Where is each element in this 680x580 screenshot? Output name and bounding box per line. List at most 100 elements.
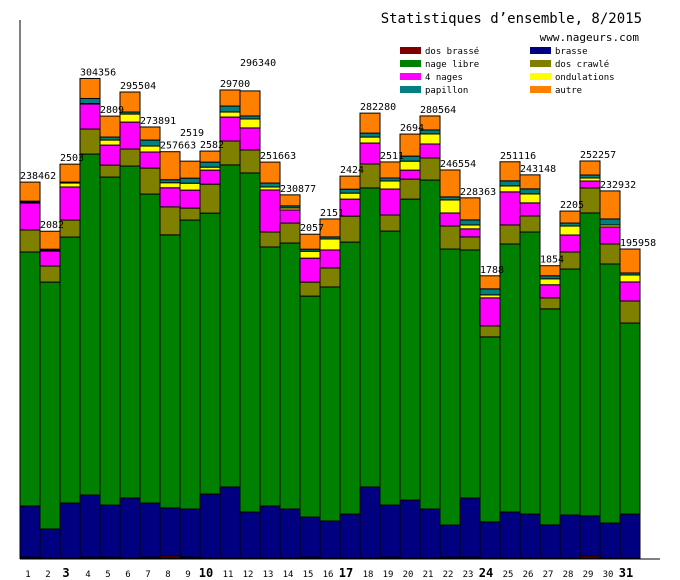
bar-segment-dos-crawlé-day-6 [119,148,141,167]
bar-segment-brasse-day-30 [599,522,621,559]
bar-segment-autre-day-8 [159,151,181,181]
bar-segment-4-nages-day-20 [399,169,421,180]
bar-segment-autre-day-18 [359,112,381,134]
bar-segment-brasse-day-10 [199,493,221,559]
x-tick-2: 2 [45,570,50,580]
bar-segment-4-nages-day-9 [179,189,201,209]
bar-segment-ondulations-day-17 [339,192,361,200]
x-tick-19: 19 [383,570,394,580]
bar-segment-brasse-day-24 [479,521,501,559]
total-label-day-2: 2082 [40,220,64,231]
bar-segment-4-nages-day-30 [599,226,621,245]
bar-segment-brasse-day-15 [299,516,321,558]
legend-swatch-4-nages [400,73,421,80]
bar-segment-ondulations-day-18 [359,136,381,144]
bar-segment-ondulations-day-9 [179,182,201,191]
bar-segment-brasse-day-3 [59,502,81,559]
bar-segment-4-nages-day-23 [459,228,481,238]
bar-segment-nage-libre-day-25 [499,243,521,513]
bar-segment-autre-day-10 [199,150,221,163]
bar-segment-nage-libre-day-4 [79,153,101,496]
bar-segment-dos-crawlé-day-17 [339,215,361,243]
bar-segment-4-nages-day-1 [19,202,41,231]
x-tick-29: 29 [583,570,594,580]
bar-segment-autre-day-13 [259,161,281,184]
bar-segment-ondulations-day-28 [559,225,581,236]
x-tick-22: 22 [443,570,454,580]
bar-segment-4-nages-day-29 [579,180,601,189]
bar-segment-ondulations-day-23 [459,224,481,230]
bar-segment-brasse-day-8 [159,507,181,557]
bar-segment-ondulations-day-19 [379,180,401,190]
x-tick-24: 24 [479,566,493,580]
bar-segment-brasse-day-5 [99,504,121,558]
x-tick-23: 23 [463,570,474,580]
x-tick-1: 1 [25,570,30,580]
bar-segment-brasse-day-22 [439,524,461,558]
bar-segment-4-nages-day-18 [359,142,381,165]
bar-segment-papillon-day-24 [479,288,501,296]
x-tick-8: 8 [165,570,170,580]
bar-segment-brasse-day-26 [519,513,541,559]
bar-segment-4-nages-day-2 [39,250,61,267]
x-tick-5: 5 [105,570,110,580]
legend-swatch-papillon [400,86,421,93]
bar-segment-4-nages-day-31 [619,281,641,302]
x-tick-6: 6 [125,570,130,580]
bar-segment-4-nages-day-15 [299,257,321,283]
x-tick-10: 10 [199,566,213,580]
bar-segment-autre-day-7 [139,126,161,141]
bar-segment-nage-libre-day-13 [259,246,281,507]
bar-segment-brasse-day-28 [559,514,581,559]
bar-segment-brasse-day-12 [239,511,261,559]
bar-segment-4-nages-day-19 [379,188,401,216]
bar-segment-autre-day-19 [379,161,401,179]
bar-segment-nage-libre-day-26 [519,231,541,515]
total-label-day-4: 304356 [80,67,116,78]
total-label-day-21: 280564 [420,105,456,116]
bar-segment-4-nages-day-16 [319,249,341,269]
bar-segment-ondulations-day-20 [399,160,421,171]
bar-segment-brasse-day-4 [79,494,101,558]
bar-segment-autre-day-28 [559,210,581,224]
legend-label-papillon: papillon [425,86,468,96]
bar-segment-papillon-day-30 [599,218,621,226]
bar-segment-4-nages-day-24 [479,297,501,327]
bar-segment-dos-crawlé-day-31 [619,300,641,324]
bar-segment-autre-day-11 [219,89,241,107]
total-label-day-9: 2519 [180,128,204,139]
bar-segment-dos-crawlé-day-24 [479,325,501,338]
bar-segment-dos-crawlé-day-13 [259,231,281,248]
bar-segment-nage-libre-day-28 [559,268,581,516]
bar-segment-nage-libre-day-22 [439,248,461,526]
total-label-day-25: 251116 [500,151,536,162]
x-tick-4: 4 [85,570,90,580]
legend-swatch-autre [530,86,551,93]
bar-segment-papillon-day-23 [459,219,481,226]
legend-label-dos-brassé: dos brassé [425,46,479,57]
bar-segment-4-nages-day-5 [99,144,121,166]
bar-segment-4-nages-day-14 [279,209,301,224]
total-label-day-1: 238462 [20,171,56,182]
total-label-day-20: 2694 [400,123,424,134]
bar-segment-dos-crawlé-day-16 [319,267,341,288]
total-labels-layer: 238462 2082 2503 304356 2809 295504 273891 2576… [20,58,656,276]
bar-segment-nage-libre-day-3 [59,236,81,504]
bar-segment-4-nages-day-25 [499,191,521,226]
bar-segment-nage-libre-day-8 [159,234,181,509]
total-label-day-26: 243148 [520,164,556,175]
bar-segment-4-nages-day-28 [559,234,581,253]
bar-segment-dos-crawlé-day-26 [519,215,541,233]
x-tick-20: 20 [403,570,414,580]
total-label-day-11: 29700 [220,79,250,90]
x-tick-16: 16 [323,570,334,580]
bar-segment-ondulations-day-26 [519,193,541,204]
bar-segment-brasse-day-11 [219,486,241,559]
bar-segment-ondulations-day-21 [419,133,441,145]
total-label-day-15: 2057 [300,223,324,234]
legend-label-4-nages: 4 nages [425,73,463,83]
bar-segment-dos-crawlé-day-14 [279,222,301,244]
bar-segment-4-nages-day-7 [139,151,161,169]
bar-segment-nage-libre-day-18 [359,187,381,488]
